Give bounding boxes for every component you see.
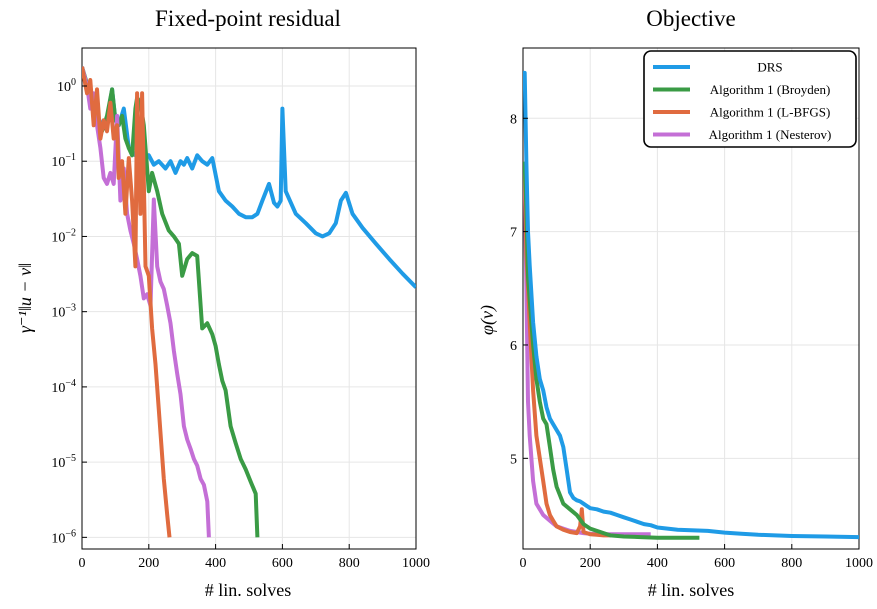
objective-xlabel: # lin. solves <box>648 580 735 600</box>
residual-xtick-label: 1000 <box>402 556 430 571</box>
legend-label-algorithm-1-broyden: Algorithm 1 (Broyden) <box>710 82 831 97</box>
legend-items: DRS Algorithm 1 (Broyden) Algorithm 1 (L-B… <box>653 60 832 142</box>
objective-line-algorithm-1-broyden <box>523 161 700 540</box>
objective-line-algorithm-1-l-bfgs <box>523 161 611 538</box>
objective-title: Objective <box>646 6 735 31</box>
objective-ylabel: φ(v) <box>477 305 498 335</box>
residual-ytick-label: 10−5 <box>51 453 76 471</box>
residual-title: Fixed-point residual <box>155 6 341 31</box>
residual-xtick-label: 400 <box>205 556 226 571</box>
objective-ytick-label: 5 <box>510 452 517 467</box>
objective-plot-frame <box>522 47 860 550</box>
residual-ytick-label: 100 <box>57 77 76 95</box>
residual-ytick-label: 10−2 <box>51 227 76 245</box>
legend-box <box>643 50 857 148</box>
residual-ytick-label: 10−3 <box>51 303 76 321</box>
residual-xtick-label: 0 <box>79 556 86 571</box>
objective-xtick-label: 800 <box>781 556 802 571</box>
residual-xlabel: # lin. solves <box>205 580 292 600</box>
legend-label-algorithm-1-nesterov: Algorithm 1 (Nesterov) <box>709 127 832 142</box>
objective-series <box>523 70 859 540</box>
residual-ytick-label: 10−6 <box>51 528 76 546</box>
objective-xtick-label: 400 <box>647 556 668 571</box>
residual-ytick-label: 10−1 <box>51 152 76 170</box>
residual-ytick-label: 10−4 <box>51 378 76 396</box>
residual-line-drs <box>82 69 416 289</box>
objective-ytick-label: 6 <box>510 339 517 354</box>
residual-series <box>82 66 416 538</box>
objective-line-drs <box>523 70 859 540</box>
objective-xtick-label: 1000 <box>845 556 873 571</box>
residual-line-algorithm-1-broyden <box>82 66 260 538</box>
objective-ticks: 0 200 400 600 800 1000 5 6 7 8 <box>510 112 873 571</box>
legend-label-algorithm-1-l-bfgs: Algorithm 1 (L-BFGS) <box>710 105 831 120</box>
objective-xtick-label: 600 <box>714 556 735 571</box>
legend: DRS Algorithm 1 (Broyden) Algorithm 1 (L-B… <box>643 50 857 148</box>
objective-xtick-label: 200 <box>580 556 601 571</box>
residual-xtick-label: 600 <box>272 556 293 571</box>
objective-ytick-label: 8 <box>510 112 517 127</box>
residual-ylabel: γ⁻¹‖u − v‖ <box>15 263 35 333</box>
objective-panel: Objective 0 200 400 600 800 1000 5 6 7 8 # lin. s… <box>477 6 873 600</box>
residual-xtick-label: 800 <box>339 556 360 571</box>
residual-line-algorithm-1-nesterov <box>82 66 211 538</box>
residual-ticks: 0 200 400 600 800 1000 100 10−1 10−2 10−3 10−4 10−5… <box>51 77 430 571</box>
residual-panel: Fixed-point residual 0 200 400 600 800 1000 10… <box>15 6 430 600</box>
residual-xtick-label: 200 <box>138 556 159 571</box>
legend-label-drs: DRS <box>757 60 782 75</box>
residual-plot-frame <box>81 47 417 550</box>
objective-ytick-label: 7 <box>510 226 517 241</box>
objective-xtick-label: 0 <box>520 556 527 571</box>
residual-line-algorithm-1-l-bfgs <box>82 66 172 538</box>
